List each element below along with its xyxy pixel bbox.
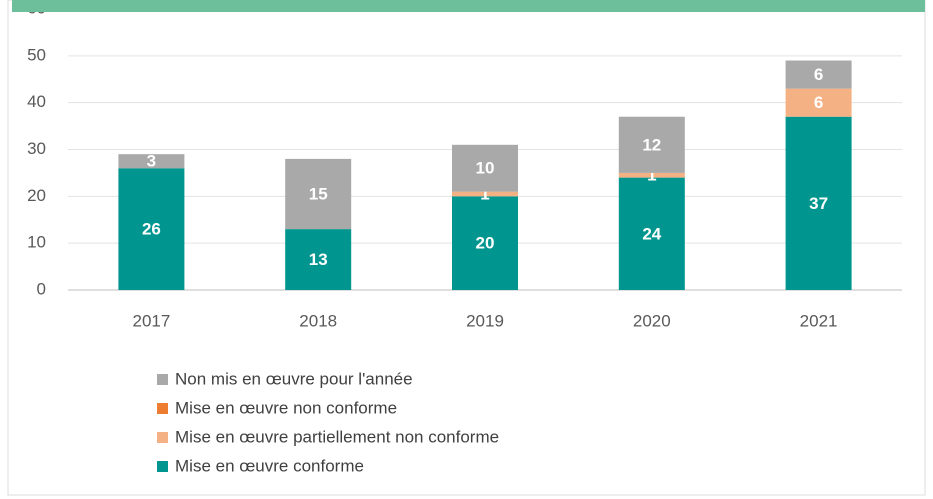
legend-swatch <box>157 374 168 385</box>
data-label: 1 <box>647 166 656 185</box>
bar-segment <box>785 116 852 290</box>
y-tick-label: 50 <box>27 45 46 64</box>
data-label: 24 <box>642 224 661 243</box>
data-label: 3 <box>147 152 156 171</box>
legend-swatch <box>157 461 168 472</box>
bar-segment <box>452 144 518 192</box>
x-tick-label: 2017 <box>132 311 170 330</box>
bar-segment <box>618 177 685 290</box>
legend-label: Mise en œuvre conforme <box>175 456 364 475</box>
x-tick-label: 2020 <box>633 311 671 330</box>
bar-segment <box>785 88 852 117</box>
bar-segment <box>618 172 685 178</box>
data-label: 26 <box>142 220 161 239</box>
legend-swatch <box>157 403 168 414</box>
bar-segment <box>285 229 352 290</box>
top-band <box>12 0 925 12</box>
data-label: 10 <box>476 159 495 178</box>
bar-segment <box>285 158 352 230</box>
data-label: 13 <box>309 250 328 269</box>
y-tick-label: 20 <box>27 186 46 205</box>
x-tick-label: 2018 <box>299 311 337 330</box>
legend-label: Mise en œuvre non conforme <box>175 398 397 417</box>
bar-segment <box>118 154 185 169</box>
frame <box>7 0 926 496</box>
legend-swatch <box>157 432 168 443</box>
y-tick-label: 10 <box>27 233 46 252</box>
legend-label: Mise en œuvre partiellement non conforme <box>175 427 499 446</box>
data-label: 6 <box>814 93 823 112</box>
data-label: 15 <box>309 184 328 203</box>
data-label: 12 <box>642 135 661 154</box>
y-tick-label: 0 <box>37 279 46 298</box>
legend-label: Non mis en œuvre pour l'année <box>175 369 413 388</box>
data-label: 37 <box>809 194 828 213</box>
x-tick-label: 2019 <box>466 311 504 330</box>
y-tick-label: 30 <box>27 139 46 158</box>
data-label: 20 <box>476 234 495 253</box>
data-label: 1 <box>480 184 489 203</box>
x-tick-label: 2021 <box>800 311 838 330</box>
bar-segment <box>118 168 185 290</box>
data-label: 6 <box>814 65 823 84</box>
y-tick-label: 40 <box>27 92 46 111</box>
bar-segment <box>452 191 518 197</box>
bar-segment <box>618 116 685 173</box>
bar-segment <box>785 60 852 89</box>
bar-segment <box>452 196 518 290</box>
